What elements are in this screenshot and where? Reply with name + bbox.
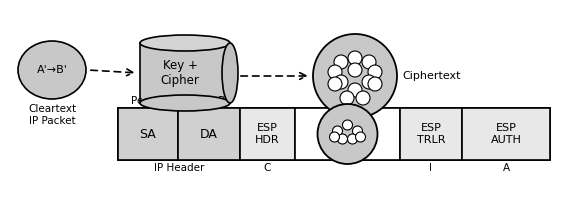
Circle shape — [356, 132, 366, 142]
Text: I: I — [429, 163, 433, 173]
Text: ESP
TRLR: ESP TRLR — [417, 123, 445, 145]
Text: ESP
AUTH: ESP AUTH — [490, 123, 522, 145]
Text: Encrypt: Encrypt — [165, 109, 205, 119]
Text: IP Header: IP Header — [154, 163, 204, 173]
Bar — [295, 108, 400, 160]
Text: Peer B: Peer B — [192, 96, 226, 106]
Circle shape — [334, 55, 348, 69]
Bar — [118, 108, 178, 160]
Circle shape — [362, 75, 376, 89]
Text: Cleartext
IP Packet: Cleartext IP Packet — [28, 104, 76, 126]
Circle shape — [368, 65, 382, 79]
Circle shape — [348, 63, 362, 77]
Bar — [240, 108, 295, 160]
Bar — [140, 43, 230, 103]
Circle shape — [328, 65, 342, 79]
Text: C: C — [264, 163, 271, 173]
Circle shape — [313, 34, 397, 118]
Ellipse shape — [140, 35, 230, 51]
Circle shape — [356, 91, 370, 105]
Bar — [400, 108, 462, 160]
Text: Key +
Cipher: Key + Cipher — [160, 59, 200, 87]
Circle shape — [342, 120, 353, 130]
Circle shape — [353, 126, 362, 136]
Circle shape — [368, 77, 382, 91]
Bar — [178, 108, 240, 160]
Bar — [118, 108, 550, 160]
Circle shape — [362, 55, 376, 69]
Circle shape — [332, 126, 342, 136]
Circle shape — [348, 134, 358, 144]
Circle shape — [334, 75, 348, 89]
Ellipse shape — [140, 95, 230, 111]
Text: A: A — [502, 163, 510, 173]
Circle shape — [329, 132, 340, 142]
Ellipse shape — [18, 41, 86, 99]
Text: SA: SA — [139, 128, 156, 140]
Circle shape — [340, 91, 354, 105]
Text: ESP
HDR: ESP HDR — [255, 123, 280, 145]
Circle shape — [318, 104, 378, 164]
Text: DA: DA — [200, 128, 218, 140]
Text: Peer A: Peer A — [132, 96, 164, 106]
Circle shape — [348, 83, 362, 97]
Circle shape — [328, 77, 342, 91]
Text: A'→B': A'→B' — [36, 65, 67, 75]
Text: Ciphertext: Ciphertext — [402, 71, 460, 81]
Circle shape — [337, 134, 348, 144]
Circle shape — [348, 51, 362, 65]
Ellipse shape — [222, 43, 238, 103]
Bar — [462, 108, 550, 160]
